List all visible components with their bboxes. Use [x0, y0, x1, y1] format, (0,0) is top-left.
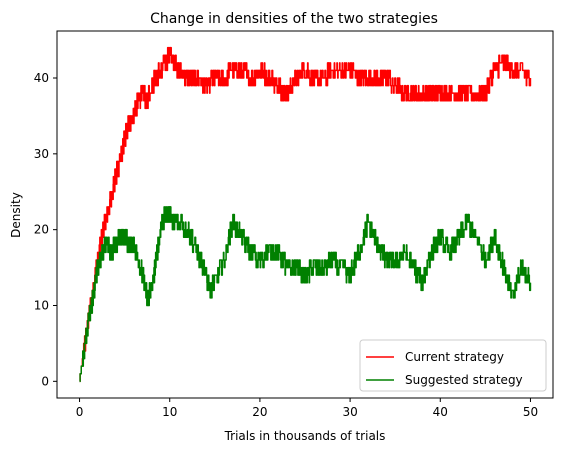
legend-box	[359, 339, 547, 392]
series-line-suggested	[78, 206, 532, 383]
y-tick-label: 10	[34, 298, 49, 312]
x-tick-label: 40	[433, 405, 448, 419]
x-tick-label: 0	[76, 405, 84, 419]
legend-label-current: Current strategy	[405, 350, 504, 364]
legend: Current strategy Suggested strategy	[359, 339, 547, 392]
x-tick-label: 50	[523, 405, 538, 419]
series-line-current	[78, 46, 532, 383]
x-tick-label: 10	[162, 405, 177, 419]
x-axis-ticks: 0 10 20 30 40 50	[76, 398, 538, 419]
y-axis-label: Density	[9, 192, 23, 238]
legend-label-suggested: Suggested strategy	[405, 373, 523, 387]
y-tick-label: 30	[34, 147, 49, 161]
axes-frame	[56, 30, 554, 399]
chart-title: Change in densities of the two strategie…	[150, 11, 438, 27]
y-tick-label: 20	[34, 223, 49, 237]
plot-lines	[78, 46, 532, 383]
x-tick-label: 30	[342, 405, 357, 419]
y-tick-label: 40	[34, 71, 49, 85]
x-tick-label: 20	[252, 405, 267, 419]
x-axis-label: Trials in thousands of trials	[224, 429, 386, 443]
y-tick-label: 0	[41, 374, 49, 388]
y-axis-ticks: 0 10 20 30 40	[34, 71, 57, 388]
